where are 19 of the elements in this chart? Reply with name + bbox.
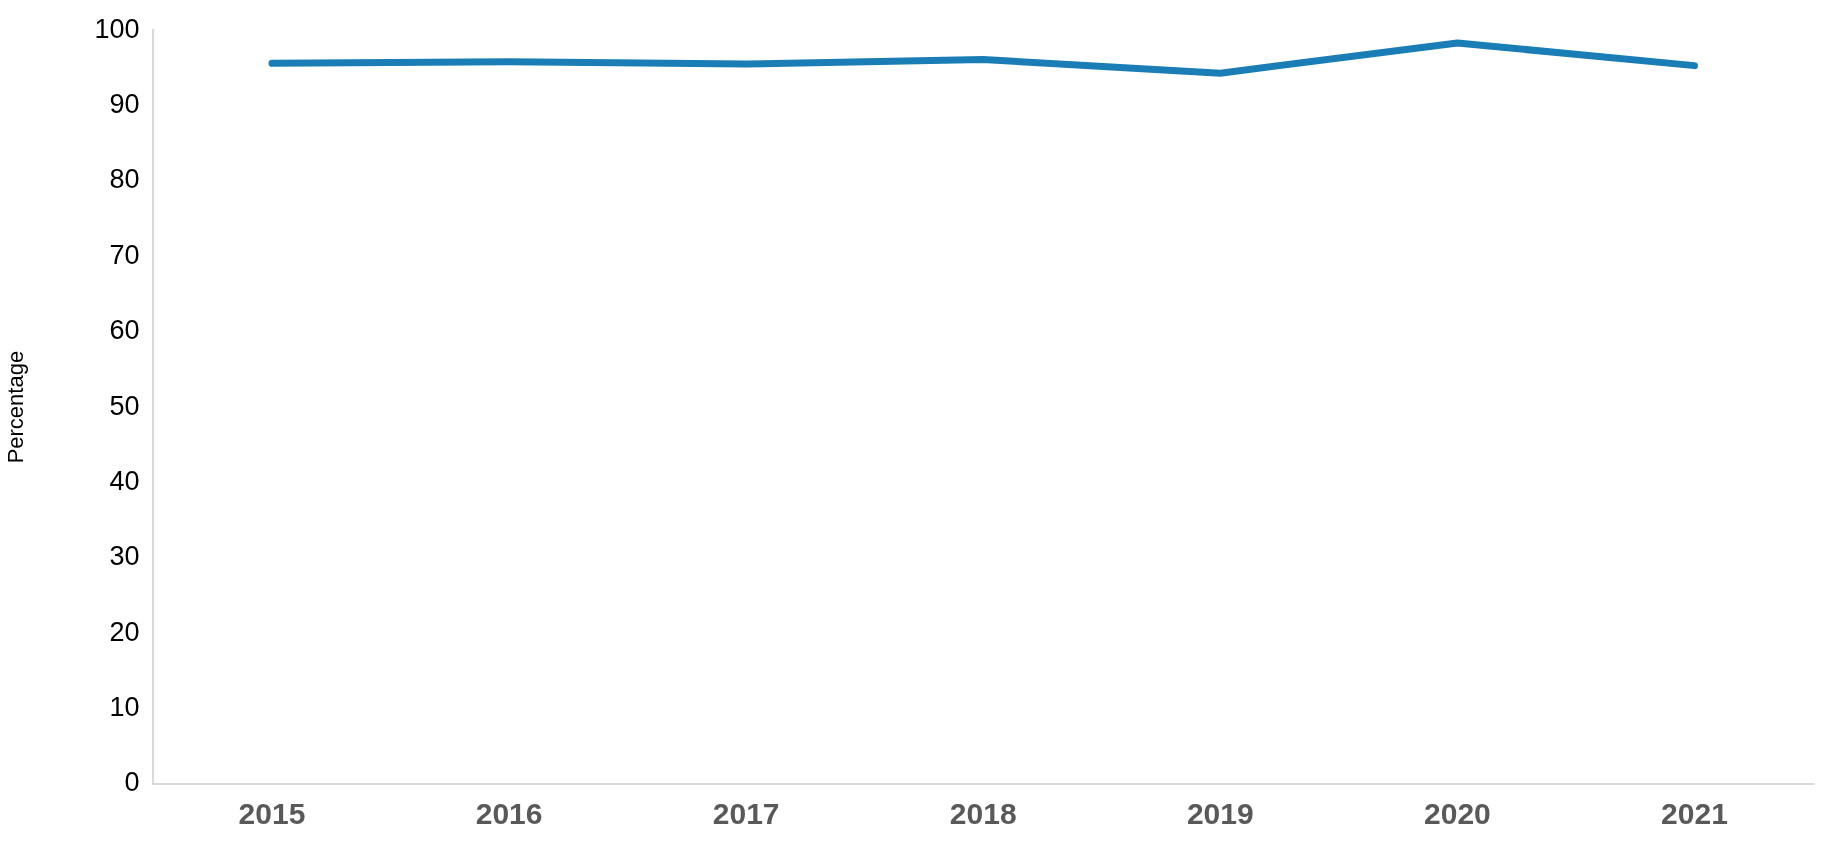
y-tick-label: 90 [109, 89, 140, 120]
y-tick-label: 80 [109, 164, 140, 195]
y-tick-label: 30 [109, 541, 140, 572]
x-tick-label: 2020 [1424, 797, 1491, 831]
y-tick-label: 60 [109, 315, 140, 346]
y-axis-title: Percentage [3, 350, 29, 464]
y-tick-label: 20 [109, 616, 140, 647]
x-tick-label: 2015 [238, 797, 306, 831]
y-tick-label: 70 [109, 239, 140, 270]
x-tick-label: 2021 [1661, 797, 1728, 831]
y-tick-label: 100 [94, 13, 140, 44]
y-tick-label: 50 [109, 390, 140, 421]
x-tick-label: 2019 [1186, 797, 1254, 831]
x-tick-label: 2016 [475, 797, 543, 831]
y-tick-label: 10 [109, 692, 140, 723]
y-tick-label: 40 [109, 465, 140, 496]
x-tick-label: 2017 [712, 797, 780, 831]
y-tick-label: 0 [124, 767, 140, 798]
x-tick-label: 2018 [949, 797, 1017, 831]
